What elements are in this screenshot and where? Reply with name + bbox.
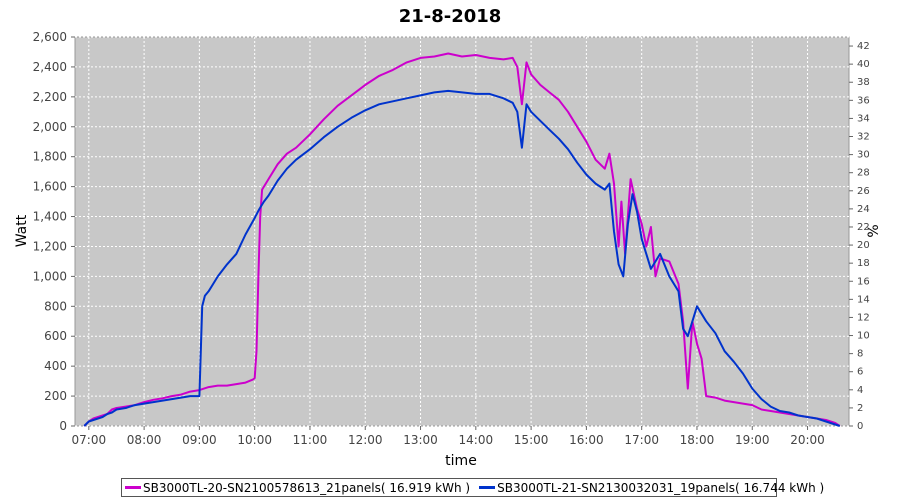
x-axis-label: time	[445, 453, 477, 469]
x-tick-label: 10:00	[237, 433, 272, 447]
y2-tick-label: 42	[857, 41, 870, 52]
y-tick-label: 2,400	[33, 60, 67, 74]
y2-tick-label: 4	[857, 385, 863, 396]
legend-swatch-series-2	[479, 486, 496, 489]
y-tick-label: 2,200	[33, 90, 67, 104]
legend-label-series-1: SB3000TL-20-SN2100578613_21panels( 16.91…	[143, 480, 471, 495]
chart-title: 21-8-2018	[399, 6, 502, 27]
x-tick-label: 19:00	[735, 433, 770, 447]
legend-label-series-2: SB3000TL-21-SN2130032031_19panels( 16.74…	[497, 480, 825, 495]
y2-tick-label: 40	[857, 59, 870, 70]
y2-tick-label: 10	[857, 331, 870, 342]
y-tick-label: 1,600	[33, 180, 67, 194]
y-tick-label: 400	[44, 359, 67, 373]
y2-tick-label: 14	[857, 294, 870, 305]
y-tick-label: 1,400	[33, 210, 67, 224]
y2-tick-label: 34	[857, 113, 870, 124]
y-tick-label: 0	[59, 419, 67, 433]
legend-swatch-series-1	[125, 486, 141, 489]
x-axis: 07:00 08:00 09:00 10:00 11:00 12:00 13:00 14:00…	[72, 426, 825, 447]
legend-item-series-1: SB3000TL-20-SN2100578613_21panels( 16.91…	[125, 481, 470, 495]
y-axis-label: Watt	[14, 214, 30, 247]
x-tick-label: 12:00	[348, 433, 383, 447]
x-tick-label: 08:00	[127, 433, 162, 447]
series-line-2	[83, 89, 841, 427]
y2-tick-label: 22	[857, 222, 870, 233]
y-tick-label: 200	[44, 389, 67, 403]
y2-tick-label: 8	[857, 349, 863, 360]
y-tick-label: 1,000	[33, 269, 67, 283]
x-tick-label: 17:00	[624, 433, 659, 447]
y2-tick-label: 0	[857, 421, 863, 432]
y2-tick-label: 6	[857, 367, 863, 378]
x-tick-label: 14:00	[459, 433, 494, 447]
x-tick-label: 20:00	[790, 433, 825, 447]
x-tick-label: 18:00	[680, 433, 715, 447]
y2-tick-label: 28	[857, 168, 870, 179]
y2-tick-label: 32	[857, 132, 870, 143]
y-tick-label: 800	[44, 299, 67, 313]
series-line-1	[83, 52, 841, 427]
grid	[75, 36, 849, 427]
y2-tick-label: 12	[857, 312, 870, 323]
x-tick-label: 16:00	[569, 433, 604, 447]
x-tick-label: 07:00	[72, 433, 107, 447]
y-tick-label: 2,000	[33, 120, 67, 134]
x-tick-label: 15:00	[514, 433, 549, 447]
y-tick-label: 1,200	[33, 239, 67, 253]
y2-tick-label: 24	[857, 204, 870, 215]
x-tick-label: 11:00	[293, 433, 328, 447]
legend: SB3000TL-20-SN2100578613_21panels( 16.91…	[121, 478, 824, 497]
y2-tick-label: 2	[857, 403, 863, 414]
y-tick-label: 600	[44, 329, 67, 343]
y-tick-label: 2,600	[33, 30, 67, 44]
y-axis: 0 200 400 600 800 1,000 1,200 1,400 1,600 1,800 2,…	[33, 30, 75, 433]
y2-tick-label: 26	[857, 186, 870, 197]
y2-tick-label: 16	[857, 276, 870, 287]
series-group	[83, 52, 841, 427]
legend-item-series-2: SB3000TL-21-SN2130032031_19panels( 16.74…	[479, 481, 824, 495]
y2-tick-label: 18	[857, 258, 870, 269]
y2-tick-label: 38	[857, 77, 870, 88]
x-tick-label: 13:00	[403, 433, 438, 447]
y2-axis-label: %	[866, 224, 882, 237]
plot-area	[74, 36, 850, 427]
y2-tick-label: 36	[857, 95, 870, 106]
x-tick-label: 09:00	[182, 433, 217, 447]
y-tick-label: 1,800	[33, 150, 67, 164]
y2-tick-label: 30	[857, 150, 870, 161]
y2-tick-label: 20	[857, 240, 870, 251]
